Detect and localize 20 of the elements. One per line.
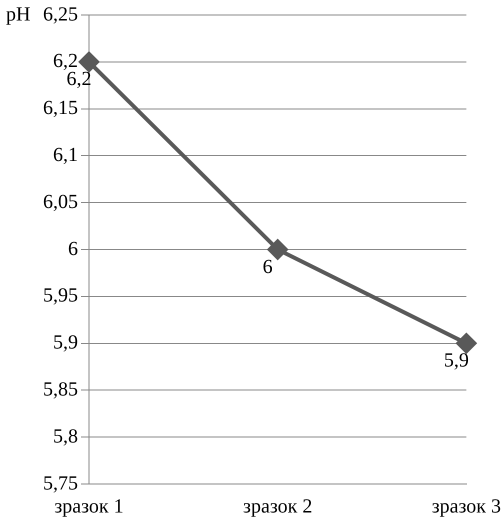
y-tick-label: 5,75 xyxy=(43,472,78,494)
y-tick-label: 6,05 xyxy=(43,190,78,213)
x-tick-label: зразок 3 xyxy=(432,495,501,518)
x-tick-label: зразок 2 xyxy=(243,495,312,518)
data-label: 6 xyxy=(262,256,273,278)
y-tick-label: 6,2 xyxy=(53,50,78,72)
y-tick-label: 5,85 xyxy=(43,378,78,400)
y-tick-label: 6,25 xyxy=(43,3,78,26)
point xyxy=(456,333,476,354)
y-tick-label: 6 xyxy=(68,238,78,260)
y-tick-label: 5,8 xyxy=(53,425,78,448)
y-tick-label: 6,1 xyxy=(53,144,78,166)
x-tick-label: зразок 1 xyxy=(54,495,124,518)
point xyxy=(79,52,99,72)
y-tick-label: 5,95 xyxy=(43,284,78,307)
y-axis-title: pH xyxy=(6,3,30,26)
data-label: 5,9 xyxy=(444,350,469,372)
y-tick-label: 5,9 xyxy=(53,332,78,354)
y-tick-label: 6,15 xyxy=(43,97,78,120)
point xyxy=(268,240,288,260)
